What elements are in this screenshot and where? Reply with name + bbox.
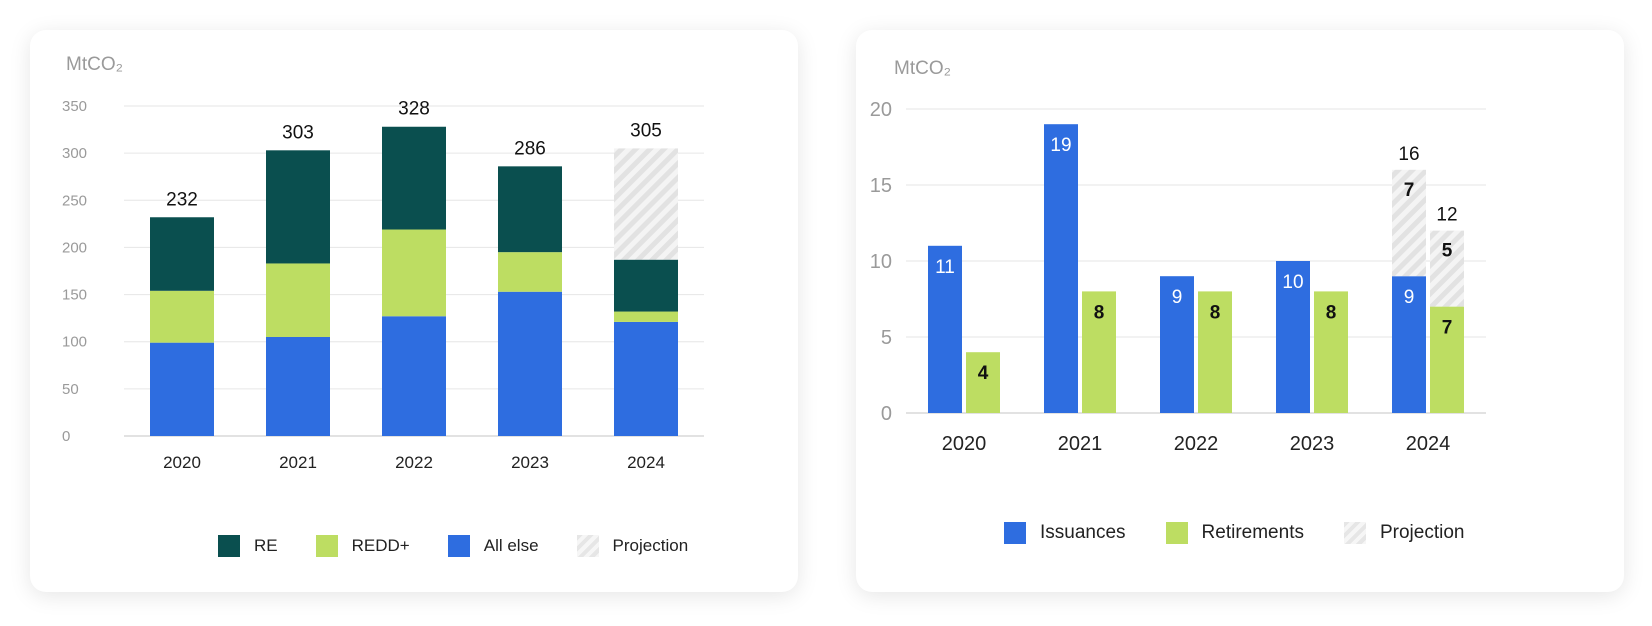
- bar-segment-re: [150, 217, 214, 291]
- bar-segment-redd: [150, 290, 214, 343]
- y-tick-label: 350: [62, 98, 87, 115]
- x-tick-label: 2022: [1174, 433, 1219, 455]
- legend-item-all-else: All else: [447, 535, 539, 557]
- y-tick-label: 50: [62, 381, 79, 398]
- bar-value-label-retirements: 8: [1210, 302, 1221, 323]
- bar-issuances: [1392, 276, 1426, 413]
- bar-segment-re: [266, 150, 330, 264]
- bar-value-label-projection: 7: [1404, 180, 1415, 201]
- bar-value-label-issuances: 11: [935, 257, 955, 278]
- bar-issuances: [1276, 261, 1310, 413]
- legend-swatch-projection: [1343, 522, 1366, 544]
- grouped-bar-chart: 0 5 10 15 20 11 4 2020 19 8 2021 9 8 2022 10 8 2023 9 7 7 16…: [870, 99, 1486, 455]
- legend-swatch-re: [218, 535, 240, 557]
- grouped-chart-legend: Issuances Retirements Projection: [1004, 522, 1464, 544]
- bar-projection-retirements: [1430, 230, 1464, 307]
- legend-item-issuances: Issuances: [1004, 522, 1126, 544]
- bar-value-label-projection: 5: [1442, 241, 1453, 262]
- bar-segment-re: [498, 166, 562, 253]
- legend-item-projection: Projection: [576, 535, 689, 557]
- legend-item-re: RE: [218, 535, 278, 557]
- bar-segment-redd: [614, 311, 678, 322]
- legend-label-issuances: Issuances: [1040, 522, 1126, 543]
- bar-total-label-retirements: 12: [1436, 205, 1457, 226]
- y-tick-label: 0: [881, 403, 892, 425]
- grouped-bar-chart-card: MtCO₂ 0 5 10 15 20 11 4 2020 19 8 2021 9 8 2022 10 8 202…: [856, 30, 1624, 592]
- y-tick-label: 250: [62, 192, 87, 209]
- bar-value-label-issuances: 10: [1282, 272, 1303, 293]
- y-tick-label: 15: [870, 175, 892, 197]
- stacked-chart-legend: RE REDD+ All else Projection: [218, 535, 688, 557]
- bar-segment-redd: [498, 252, 562, 292]
- bar-segment-redd: [382, 229, 446, 317]
- bar-segment-redd: [266, 263, 330, 337]
- legend-swatch-issuances: [1004, 522, 1026, 544]
- bar-retirements: [1314, 291, 1348, 413]
- legend-label-projection: Projection: [612, 536, 689, 555]
- legend-label-retirements: Retirements: [1201, 522, 1304, 543]
- y-tick-label: 150: [62, 287, 87, 304]
- bar-value-label-issuances: 9: [1172, 287, 1183, 308]
- y-tick-label: 5: [881, 327, 892, 349]
- bar-issuances: [1044, 124, 1078, 413]
- bar-total-label: 232: [166, 189, 198, 210]
- legend-item-redd: REDD+: [315, 535, 410, 557]
- legend-swatch-all-else: [447, 535, 470, 557]
- x-tick-label: 2024: [1406, 433, 1451, 455]
- bar-total-label: 328: [398, 99, 430, 120]
- legend-label-re: RE: [254, 536, 278, 555]
- bar-retirements: [1082, 291, 1116, 413]
- bar-retirements: [1198, 291, 1232, 413]
- y-axis-unit-label: MtCO₂: [66, 54, 123, 75]
- legend-swatch-redd: [315, 535, 338, 557]
- x-tick-label: 2021: [1058, 433, 1103, 455]
- x-tick-label: 2023: [1290, 433, 1335, 455]
- x-tick-label: 2022: [395, 453, 433, 472]
- y-tick-label: 10: [870, 251, 892, 273]
- bar-segment-all-else: [382, 316, 446, 436]
- bar-retirements: [1430, 306, 1464, 413]
- bar-segment-all-else: [150, 342, 214, 436]
- y-tick-label: 100: [62, 334, 87, 351]
- bar-value-label-retirements: 4: [978, 363, 989, 384]
- x-tick-label: 2020: [942, 433, 987, 455]
- bar-segment-re: [614, 259, 678, 312]
- bar-total-label: 305: [630, 120, 662, 141]
- y-tick-label: 300: [62, 145, 87, 162]
- x-tick-label: 2024: [627, 453, 665, 472]
- bar-segment-all-else: [498, 291, 562, 436]
- legend-label-redd: REDD+: [351, 536, 410, 555]
- legend-label-projection: Projection: [1379, 522, 1465, 543]
- bar-value-label-retirements: 8: [1094, 302, 1105, 323]
- bar-total-label-issuances: 16: [1398, 144, 1419, 165]
- bar-value-label-retirements: 7: [1442, 318, 1453, 339]
- bar-value-label-issuances: 19: [1050, 135, 1071, 156]
- y-tick-label: 200: [62, 239, 87, 256]
- y-tick-label: 0: [62, 428, 70, 445]
- bar-segment-projection: [614, 148, 678, 260]
- bar-retirements: [966, 352, 1000, 413]
- bar-segment-all-else: [266, 337, 330, 436]
- bar-segment-re: [382, 126, 446, 230]
- legend-item-retirements: Retirements: [1165, 522, 1304, 544]
- bar-issuances: [928, 245, 962, 413]
- y-axis-unit-label: MtCO₂: [894, 58, 951, 79]
- x-tick-label: 2020: [163, 453, 201, 472]
- stacked-bar-chart: 0 50 100 150 200 250 300 350 232 2020 303 2021 328 20…: [62, 98, 704, 472]
- x-tick-label: 2021: [279, 453, 317, 472]
- bar-total-label: 286: [514, 138, 546, 159]
- stacked-bar-chart-card: MtCO₂ 0 50 100 150 200 250 300 350 232 2020 303 202…: [30, 30, 798, 592]
- x-tick-label: 2023: [511, 453, 549, 472]
- legend-swatch-retirements: [1165, 522, 1188, 544]
- bar-segment-all-else: [614, 321, 678, 436]
- bar-value-label-retirements: 8: [1326, 302, 1337, 323]
- bar-total-label: 303: [282, 122, 314, 143]
- bar-issuances: [1160, 276, 1194, 413]
- legend-swatch-projection: [576, 535, 599, 557]
- legend-label-all-else: All else: [483, 536, 539, 555]
- bar-projection-issuances: [1392, 169, 1426, 277]
- legend-item-projection: Projection: [1343, 522, 1465, 544]
- bar-value-label-issuances: 9: [1404, 287, 1415, 308]
- y-tick-label: 20: [870, 99, 892, 121]
